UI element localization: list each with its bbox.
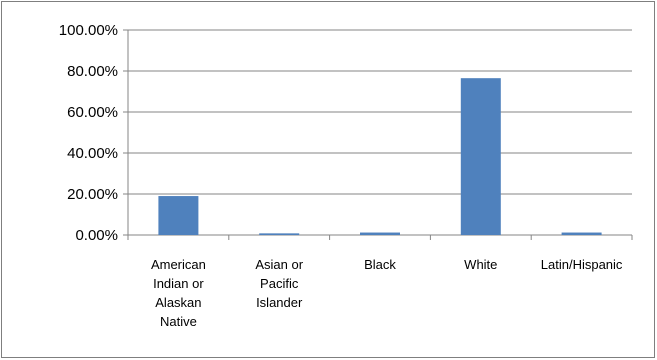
y-tick-label: 20.00% bbox=[67, 186, 118, 203]
y-tick-label: 40.00% bbox=[67, 145, 118, 162]
bar bbox=[259, 233, 300, 235]
y-tick-label: 80.00% bbox=[67, 63, 118, 80]
x-category-label: Black bbox=[364, 257, 396, 272]
bar bbox=[360, 232, 400, 235]
x-category-label: Asian or Pacific Islander bbox=[255, 257, 303, 310]
y-tick-label: 100.00% bbox=[59, 22, 118, 39]
bar bbox=[158, 196, 199, 235]
x-category-label: Latin/Hispanic bbox=[541, 257, 623, 272]
x-category-label: White bbox=[464, 257, 497, 272]
bar bbox=[460, 78, 501, 235]
y-tick-label: 0.00% bbox=[75, 227, 118, 244]
bar bbox=[561, 232, 602, 235]
y-tick-label: 60.00% bbox=[67, 104, 118, 121]
x-category-label: American Indian or Alaskan Native bbox=[151, 257, 206, 329]
